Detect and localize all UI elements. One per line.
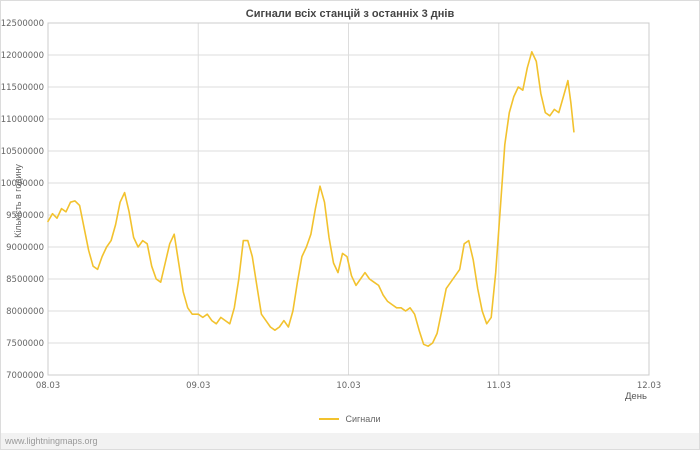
y-tick-label: 8500000 bbox=[6, 275, 44, 285]
x-tick-label: 11.03 bbox=[487, 381, 511, 391]
watermark: www.lightningmaps.org bbox=[1, 433, 699, 449]
x-tick-label: 08.03 bbox=[36, 381, 60, 391]
y-tick-label: 9000000 bbox=[6, 243, 44, 253]
y-tick-label: 12000000 bbox=[1, 51, 44, 61]
legend-label: Сигнали bbox=[345, 414, 381, 424]
x-tick-label: 12.03 bbox=[637, 381, 661, 391]
signals-line-chart: 7000000 7500000 8000000 8500000 9000000 95000… bbox=[1, 19, 661, 391]
y-tick-label: 10500000 bbox=[1, 147, 44, 157]
plot-border bbox=[47, 22, 650, 376]
y-tick-label: 11500000 bbox=[1, 83, 44, 93]
x-axis-label: День bbox=[625, 391, 647, 402]
x-tick-label: 10.03 bbox=[336, 381, 360, 391]
legend-line-swatch bbox=[319, 418, 340, 420]
chart-legend: Сигнали bbox=[1, 414, 699, 424]
x-tick-label: 09.03 bbox=[186, 381, 210, 391]
y-tick-label: 9500000 bbox=[6, 211, 44, 221]
y-tick-label: 10000000 bbox=[1, 179, 44, 189]
y-tick-label: 11000000 bbox=[1, 115, 44, 125]
y-axis-label: Кількість в годину bbox=[13, 164, 23, 238]
y-tick-label: 7500000 bbox=[6, 339, 44, 349]
chart-title: Сигнали всіх станцій з останніх 3 днів bbox=[245, 8, 455, 20]
signals-line bbox=[47, 50, 575, 348]
y-tick-label: 7000000 bbox=[6, 371, 44, 381]
y-tick-label: 8000000 bbox=[6, 307, 44, 317]
y-tick-label: 12500000 bbox=[1, 19, 44, 29]
